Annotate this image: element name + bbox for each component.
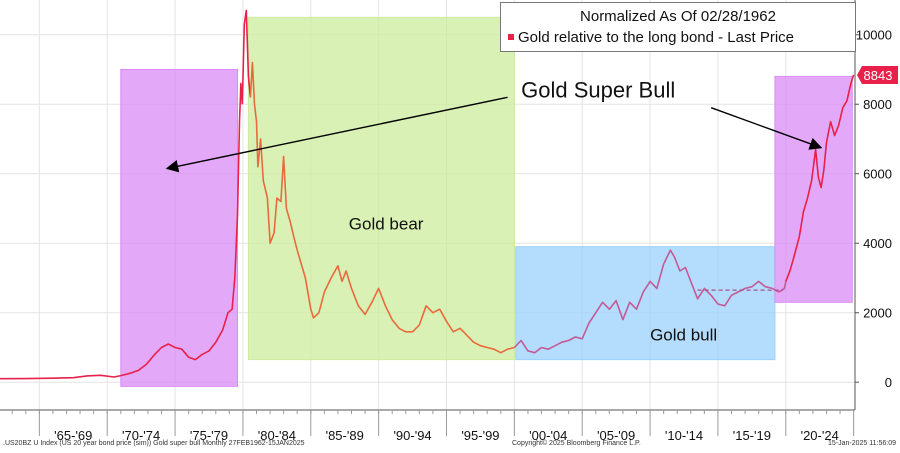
last-price-badge (857, 65, 898, 84)
y-tick-label: 0 (885, 375, 892, 390)
y-tick-label: 2000 (863, 306, 892, 321)
x-tick-label: '80-'84 (258, 428, 296, 443)
series-line (249, 61, 515, 354)
y-tick-label: 4000 (863, 236, 892, 251)
legend-entry: Gold relative to the long bond - Last Pr… (508, 29, 794, 46)
y-tick-label: 8000 (863, 97, 892, 112)
footer-timestamp: 15-Jan-2025 11:56:09 (828, 440, 896, 447)
legend-swatch (508, 34, 514, 40)
price-series (0, 9, 855, 380)
legend-label: Gold relative to the long bond - Last Pr… (518, 29, 794, 46)
x-tick-label: '10-'14 (665, 428, 703, 443)
x-tick-label: '85-'89 (326, 428, 364, 443)
gold-bear-label: Gold bear (349, 214, 424, 233)
series-line (241, 9, 252, 105)
footer-copyright: Copyright© 2025 Bloomberg Finance L.P. (512, 440, 641, 447)
series-line (0, 82, 244, 380)
chart-title: Normalized As Of 02/28/1962 (580, 8, 776, 25)
x-tick-label: '05-'09 (597, 428, 635, 443)
region-super-bull-2020s (774, 75, 853, 303)
x-tick-label: '65-'69 (54, 428, 92, 443)
legend: Normalized As Of 02/28/1962 Gold relativ… (500, 2, 856, 52)
last-price-label: 8843 (864, 68, 893, 83)
x-tick-label: '00-'04 (529, 428, 567, 443)
region-gold-bear (247, 16, 515, 361)
gold-super-bull-label: Gold Super Bull (521, 77, 675, 102)
x-tick-label: '15-'19 (733, 428, 771, 443)
x-tick-label: '20-'24 (801, 428, 839, 443)
series-line (513, 249, 787, 354)
series-line (785, 74, 855, 282)
y-tick-label: 6000 (863, 167, 892, 182)
footer-source: .US20BZ U Index (US 20 year bond price (… (3, 440, 305, 447)
x-tick-label: '75-'79 (190, 428, 228, 443)
gold-bull-label: Gold bull (650, 326, 717, 345)
annotations: Gold Super Bull Gold bear Gold bull (165, 77, 823, 345)
y-tick-label: 10000 (856, 28, 892, 43)
x-tick-label: '70-'74 (122, 428, 160, 443)
x-tick-label: '95-'99 (461, 428, 499, 443)
arrow-to-1970s (165, 96, 508, 173)
region-gold-bull (515, 246, 776, 361)
arrow-to-2020s (710, 107, 823, 150)
region-super-bull-1970s (120, 68, 238, 387)
x-tick-label: '90-'94 (393, 428, 431, 443)
axes: 0 2000 4000 6000 8000 10000 8843 '65-'69 '70-'74… (0, 0, 898, 443)
shaded-regions (120, 16, 853, 387)
